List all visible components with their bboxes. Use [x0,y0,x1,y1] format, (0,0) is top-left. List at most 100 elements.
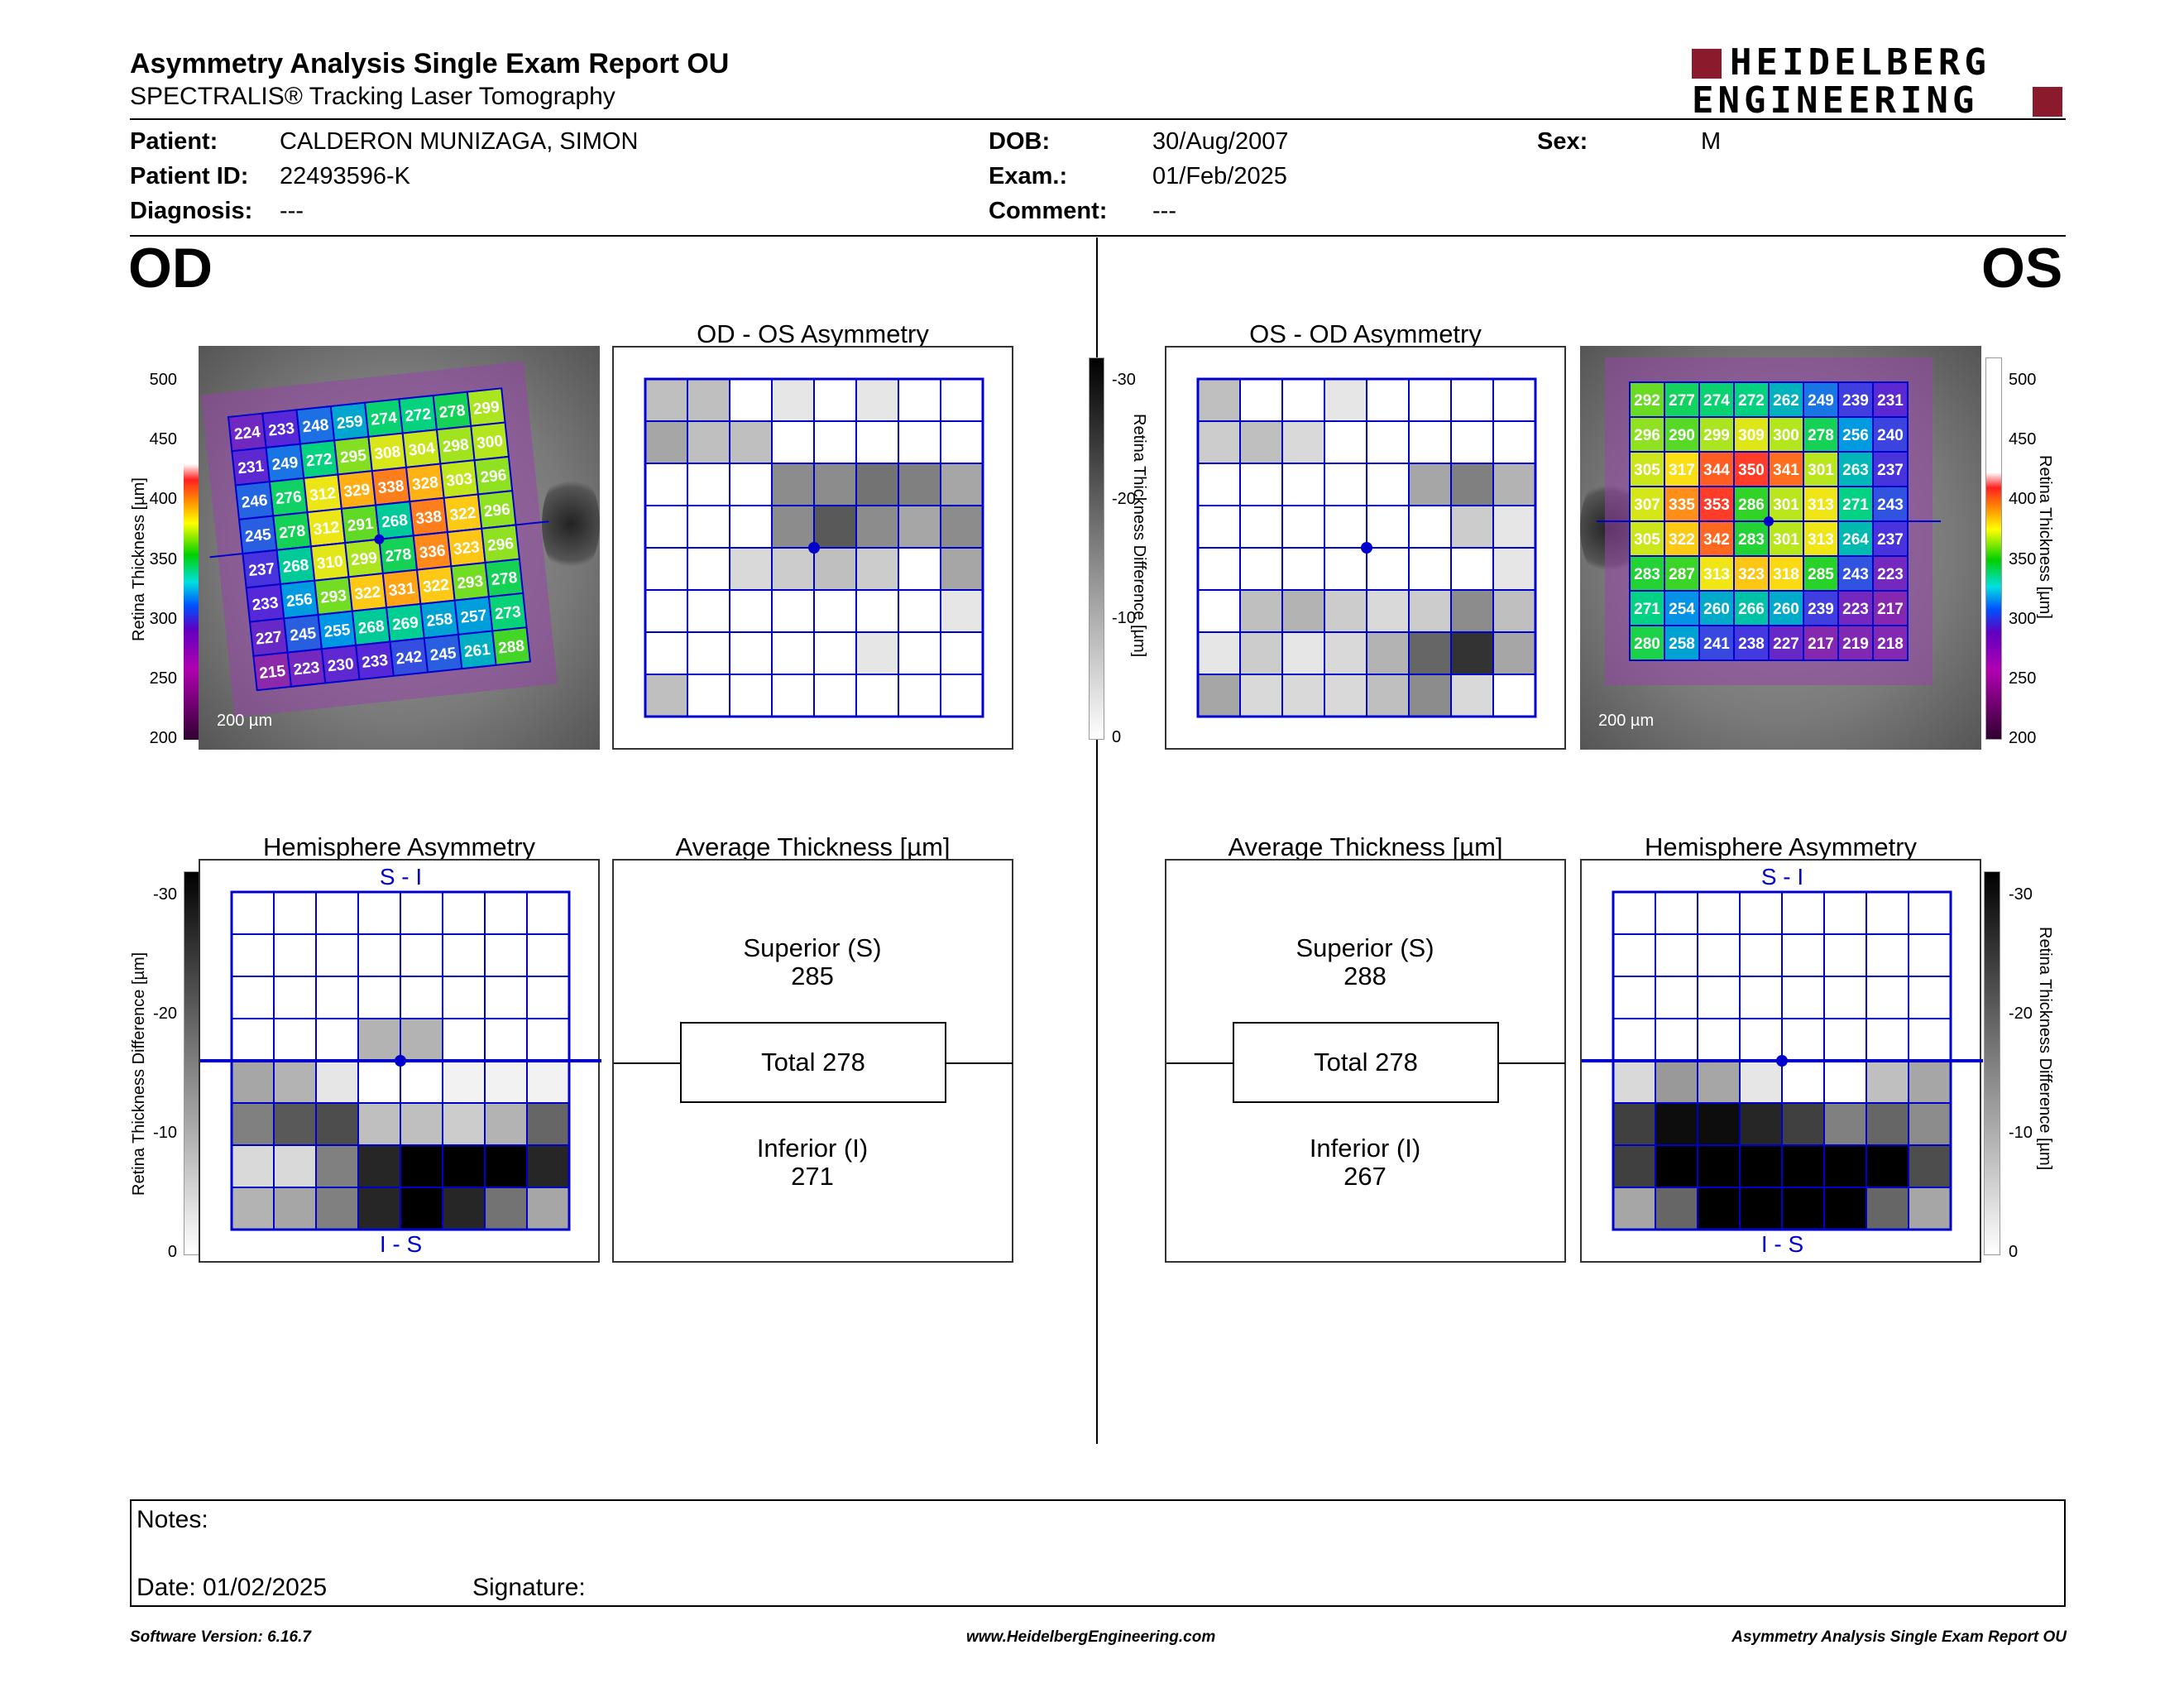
od-total-box: Total 278 [680,1022,946,1103]
od-hemi-cell [357,1018,401,1062]
signature-label: Signature: [472,1574,586,1601]
os-thickness-value: 272 [1738,392,1765,410]
os-hemi-grid [1582,890,1983,1231]
od-thickness-tick-label: 250 [149,669,177,688]
os-thickness-value: 256 [1842,427,1869,444]
os-hemi-cell [1908,976,1952,1019]
os-thickness-value: 263 [1842,462,1869,479]
os-thickness-value: 283 [1634,566,1660,583]
os-asym-cell [1450,378,1494,422]
os-hemi-cell [1781,1187,1825,1230]
od-asym-cell [813,631,857,675]
os-hemi-cell [1697,976,1741,1019]
od-hemi-cell [231,891,275,935]
header-divider [130,118,2066,120]
od-optic-disc [542,470,600,578]
exam-label: Exam.: [989,163,1068,189]
od-hemi-cell [231,1060,275,1104]
os-thickness-cell [1629,451,1665,487]
od-asym-title: OD - OS Asymmetry [697,319,929,348]
os-eye-label: OS [1981,237,2063,300]
os-hemi-cell [1612,891,1656,935]
od-hemi-cell [442,1060,486,1104]
os-thickness-value: 243 [1842,566,1869,583]
od-asym-cell [813,589,857,633]
os-asym-cell [1239,420,1283,464]
os-asym-cell [1366,547,1410,591]
od-hemi-cell [400,1060,443,1104]
od-asym-cell [687,547,730,591]
os-hemi-cell [1908,1060,1952,1104]
od-hemi-cell [484,891,528,935]
os-thickness-tick-label: 500 [2009,371,2037,389]
diagnosis-label: Diagnosis: [130,198,253,224]
os-hemi-cell [1908,1187,1952,1230]
footer-report-name: Asymmetry Analysis Single Exam Report OU [1731,1628,2067,1646]
os-thickness-cell [1872,590,1909,626]
od-asym-cell [644,589,688,633]
od-asym-cell [855,505,899,549]
od-hemi-cell [357,1187,401,1230]
os-asym-cell [1408,589,1452,633]
od-thickness-value: 322 [449,505,477,525]
od-asym-cell [644,378,688,422]
od-total-line-left [614,1062,680,1064]
od-hemi-cell [315,1187,359,1230]
od-thickness-value: 329 [343,481,371,501]
os-thickness-cell [1733,590,1770,626]
od-hemi-cell [400,1102,443,1146]
od-thickness-tick-label: 450 [149,430,177,449]
od-thickness-value: 296 [486,535,515,555]
report-subtitle: SPECTRALIS® Tracking Laser Tomography [130,83,615,110]
od-thickness-value: 245 [244,526,272,546]
os-avg-title: Average Thickness [µm] [1228,832,1503,861]
os-asym-cell [1281,631,1325,675]
od-thickness-value: 278 [278,522,306,542]
os-thickness-cell [1629,486,1665,522]
od-asym-cell [940,420,984,464]
od-thickness-tick-label: 200 [149,729,177,747]
os-thickness-cell [1629,625,1665,661]
os-hemi-cell [1866,891,1909,935]
os-hemi-cell [1697,1144,1741,1188]
od-asym-cell [771,378,815,422]
od-asym-cell [898,420,941,464]
od-asym-cell [898,463,941,506]
od-hemi-cell [315,1144,359,1188]
od-asym-cell [940,463,984,506]
os-hemi-cell [1697,1018,1741,1062]
os-asym-cell [1450,674,1494,717]
os-thickness-value: 219 [1842,635,1869,653]
os-hemi-cell [1781,891,1825,935]
od-total-line-right [945,1062,1013,1064]
od-hemi-cell [484,976,528,1019]
od-hemi-cell [484,1060,528,1104]
os-hemi-tick-label: -10 [2009,1124,2033,1142]
os-thickness-cell [1837,520,1874,557]
od-thickness-value: 296 [480,467,508,487]
os-asym-center-marker [1361,542,1372,554]
od-asym-cell [771,420,815,464]
od-hemi-cell [231,976,275,1019]
od-thickness-value: 278 [491,569,519,589]
od-hemi-grid [200,890,601,1231]
os-thickness-cell [1872,625,1909,661]
od-thickness-value: 298 [442,436,470,456]
os-thickness-value: 260 [1773,601,1799,618]
os-thickness-cell [1733,625,1770,661]
od-thickness-value: 299 [350,549,378,569]
od-hemi-cell [442,891,486,935]
od-thickness-value: 322 [354,583,382,603]
od-thickness-cell [491,626,531,666]
od-thickness-tick-label: 300 [149,609,177,628]
od-asym-cell [729,463,773,506]
website-link[interactable]: www.HeidelbergEngineering.com [966,1628,1216,1646]
od-thickness-value: 336 [419,542,447,562]
os-hemi-cell [1781,1144,1825,1188]
od-asym-cell [813,505,857,549]
os-asym-cell [1366,505,1410,549]
od-hemi-cell [442,1018,486,1062]
os-asym-grid [1196,377,1537,718]
os-thickness-value: 313 [1703,566,1730,583]
